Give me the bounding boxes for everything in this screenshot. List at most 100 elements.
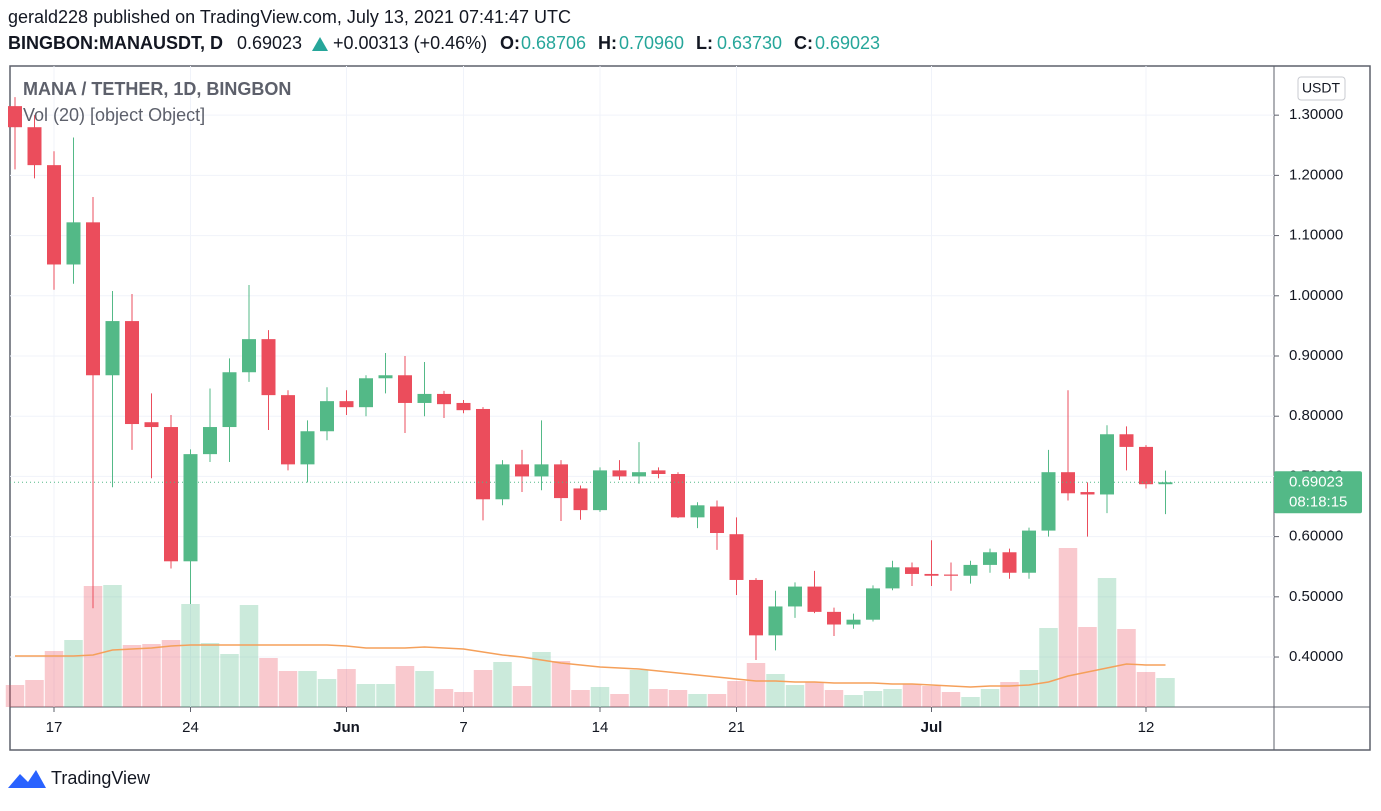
volume-bar [200,643,220,707]
ohlc-value: 0.68706 [521,33,586,53]
candle-body [86,222,100,376]
volume-bar [668,690,688,707]
candle-body [807,586,822,612]
volume-bar [707,694,727,707]
candle-body [183,454,198,562]
ohlc-value: 0.63730 [717,33,782,53]
candle-body [1041,472,1056,531]
volume-bar [961,697,980,707]
volume-bar [337,669,356,707]
volume-bar [454,692,473,707]
candle-body [612,470,627,477]
x-tick-label: 7 [459,719,467,736]
volume-bar [161,640,181,707]
volume-bar [1136,672,1156,707]
candle-body [242,339,256,373]
volume-bar [473,670,493,707]
volume-bar [122,645,142,707]
volume-bar [1019,670,1039,707]
candle-body [1139,446,1153,485]
candle-body [534,464,549,477]
volume-bar [863,691,883,707]
last-price-label: 0.69023 [1289,473,1343,490]
volume-bar [1000,682,1019,707]
volume-bar [1039,628,1058,707]
x-tick-label: 21 [728,719,745,736]
volume-bar [844,695,863,707]
ohlc-label: H: [598,33,617,53]
volume-bar [980,689,1000,707]
y-tick-label: 1.30000 [1289,106,1343,123]
x-tick-label: 12 [1138,719,1155,736]
candle-body [1100,434,1114,495]
volume-bar [83,586,103,707]
currency-box [1297,76,1346,101]
publish-line: gerald228 published on TradingView.com, … [8,7,571,27]
volume-bar [512,686,532,707]
volume-bar [629,670,649,707]
candle-body [203,427,217,455]
volume-bar [5,685,25,707]
candle-body [983,552,997,565]
volume-bar [766,674,785,707]
volume-bar [356,684,376,707]
volume-bar [883,689,902,707]
volume-bar [220,654,239,707]
x-tick-label: 24 [182,719,199,736]
y-tick-label: 0.80000 [1289,407,1343,424]
volume-bar [25,680,44,707]
candle-body [963,564,978,576]
volume-bar [1097,578,1117,707]
volume-bar [395,666,415,707]
volume-bar [103,585,122,707]
candle-body [515,464,529,477]
candle-body [456,402,471,411]
volume-bar [551,661,571,707]
volume-bar [1058,548,1078,707]
candle-body [1080,492,1095,495]
candle-body [710,506,724,534]
candle-body [788,586,802,607]
candle-body [632,472,646,477]
ohlc-label: C: [794,33,813,53]
candle-body [651,470,666,474]
volume-bar [493,662,512,707]
volume-bar [746,663,766,707]
volume-bar [376,684,395,707]
volume-bar [434,689,454,707]
y-tick-label: 1.20000 [1289,166,1343,183]
symbol: BINGBON:MANAUSDT, D [8,33,223,53]
candle-body [690,505,705,518]
volume-bar [259,658,278,707]
candle-body [1061,472,1075,494]
ohlc-label: O: [500,33,520,53]
volume-bar [1117,629,1136,707]
candle-body [671,473,685,518]
candle-body [1022,530,1036,573]
volume-ma-line [15,644,1166,688]
candle-body [1002,552,1017,573]
symbol-line: BINGBON:MANAUSDT, D 0.69023 +0.00313 (+0… [8,33,880,53]
candle-body [437,393,451,405]
candle-body [885,567,900,589]
candle-body [593,470,607,511]
candle-body [749,579,763,636]
y-tick-label: 0.90000 [1289,347,1343,364]
volume-bar [610,694,629,707]
volume-bar [239,605,259,707]
x-tick-label: Jun [333,719,360,736]
candle-body [281,395,295,465]
candle-body [164,427,178,562]
last-price: 0.69023 [237,33,302,53]
candle-body [554,464,568,499]
candle-body [339,401,354,408]
countdown: 08:18:15 [1289,493,1347,510]
volume-bar [922,686,941,707]
last-price-box [1274,471,1362,514]
volume-bar [181,604,200,707]
volume-bar [688,694,707,707]
volume-bar [941,692,961,707]
volume-bar [785,685,805,707]
chart-frame [9,65,1371,751]
candle-body [827,611,841,625]
